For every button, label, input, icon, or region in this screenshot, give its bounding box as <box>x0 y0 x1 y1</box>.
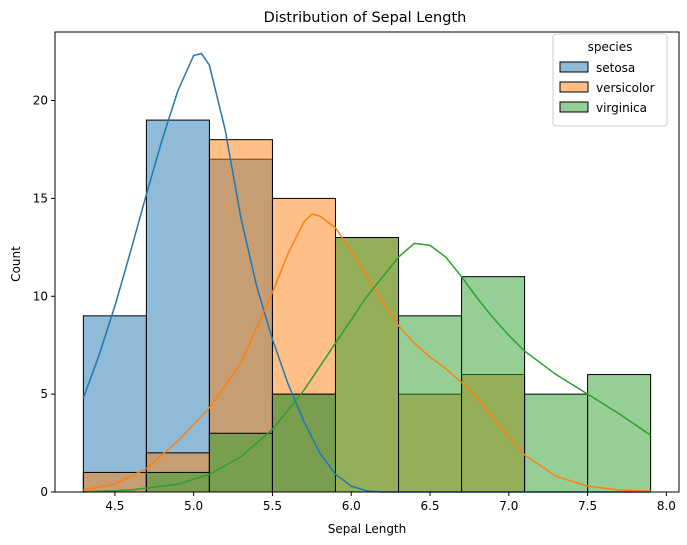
plot-area <box>82 52 652 493</box>
axes: 4.5 5.0 5.5 6.0 6.5 7.0 7.5 8.0 0 5 10 15 20 <box>33 31 680 513</box>
y-axis-label: Count <box>9 246 23 282</box>
bar-virginica-2 <box>208 432 273 493</box>
chart-title: Distribution of Sepal Length <box>264 10 467 26</box>
bar-virginica-1 <box>145 471 210 493</box>
x-tick-label: 5.0 <box>184 499 203 513</box>
legend-swatch-virginica <box>559 101 589 113</box>
y-tick-label: 10 <box>33 289 48 303</box>
kde-line-virginica <box>83 242 652 493</box>
y-tick-label: 15 <box>33 191 48 205</box>
y-tick-label: 20 <box>33 94 48 108</box>
bar-virginica-4 <box>334 237 400 493</box>
bar-virginica-3 <box>271 393 336 493</box>
bar-virginica-7 <box>524 393 589 493</box>
x-tick-label: 7.0 <box>499 499 518 513</box>
kde-line-versicolor <box>83 213 651 492</box>
bar-setosa-1 <box>145 119 210 493</box>
legend-swatch-versicolor <box>559 81 589 93</box>
x-tick-label: 4.5 <box>105 499 124 513</box>
x-tick-label: 6.5 <box>420 499 439 513</box>
y-tick-label: 5 <box>40 387 48 401</box>
bar-virginica-8 <box>587 374 652 493</box>
kde-line-setosa <box>82 52 651 493</box>
y-tick-label: 0 <box>40 485 48 499</box>
legend-title: species <box>588 40 633 54</box>
legend: species setosa versicolor virginica <box>552 33 668 127</box>
legend-swatch-setosa <box>559 61 589 73</box>
x-tick-label: 7.5 <box>578 499 597 513</box>
bar-virginica-5 <box>398 315 463 493</box>
series-virginica-bars <box>145 237 652 493</box>
x-tick-label: 6.0 <box>342 499 361 513</box>
x-tick-label: 5.5 <box>263 499 282 513</box>
legend-label-versicolor: versicolor <box>596 81 655 95</box>
bar-virginica-6 <box>461 276 526 493</box>
x-tick-label: 8.0 <box>657 499 676 513</box>
legend-label-setosa: setosa <box>596 61 635 75</box>
bar-setosa-0 <box>82 315 147 493</box>
axes-frame <box>54 31 680 493</box>
x-axis-label: Sepal Length <box>328 522 407 536</box>
legend-label-virginica: virginica <box>596 101 647 115</box>
